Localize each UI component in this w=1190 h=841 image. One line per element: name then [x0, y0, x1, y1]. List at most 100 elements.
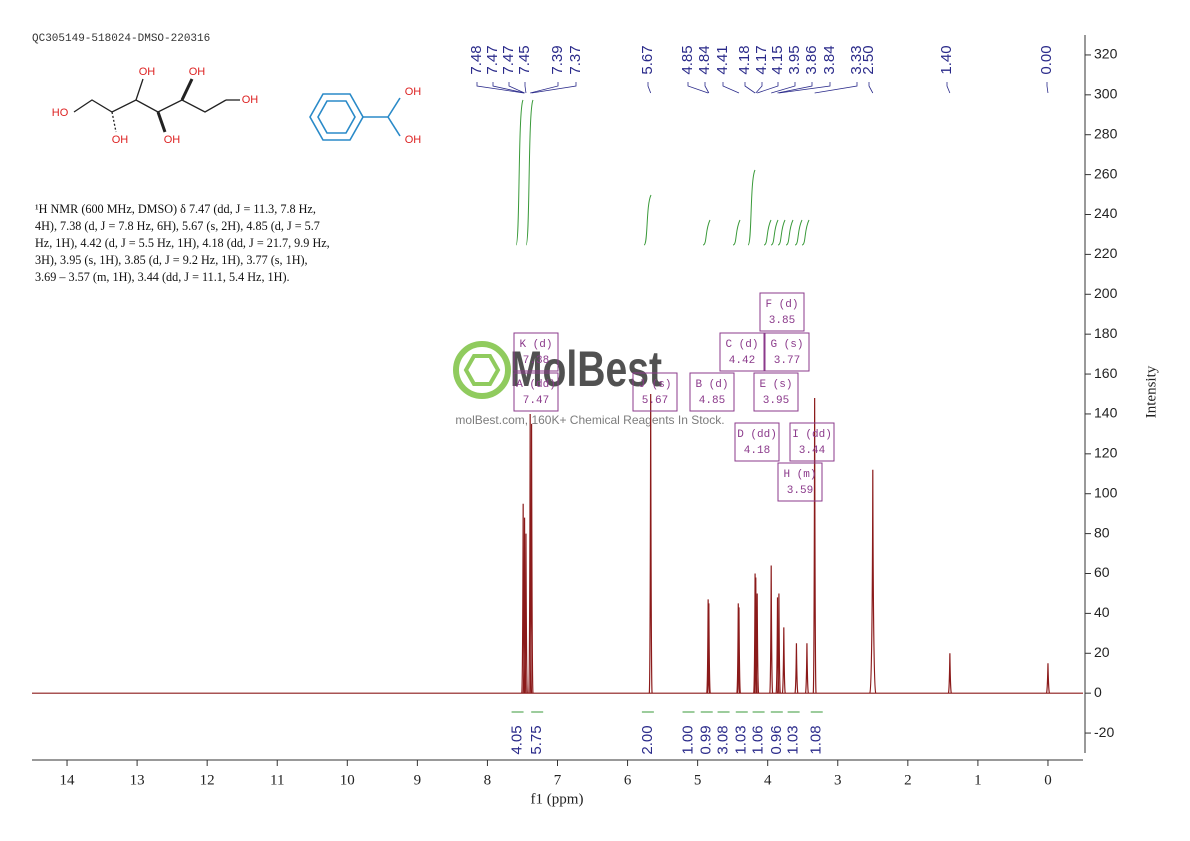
peak-leader	[755, 82, 763, 94]
x-tick-label: 11	[270, 772, 284, 788]
integral-curve	[515, 99, 524, 246]
description-line: 3H), 3.95 (s, 1H), 3.85 (d, J = 9.2 Hz, …	[35, 253, 308, 267]
peak-leader	[722, 82, 740, 94]
y-tick-label: 180	[1094, 325, 1118, 341]
peak-leader	[530, 82, 559, 94]
peak	[869, 469, 877, 694]
peak	[812, 397, 817, 694]
y-tick-label: 100	[1094, 484, 1118, 500]
multiplet-box	[753, 372, 799, 412]
peak-label: 7.48	[468, 45, 485, 74]
integral-curve	[763, 219, 772, 246]
multiplet-shift: 3.77	[774, 355, 800, 367]
y-tick-label: 300	[1094, 86, 1118, 102]
peak-leader	[687, 82, 709, 94]
x-tick-label: 7	[554, 772, 562, 788]
integral-label: 0.99	[698, 725, 715, 754]
structure-2	[309, 93, 401, 141]
peak-leader	[814, 82, 858, 94]
integral-label: 1.03	[733, 725, 750, 754]
integral-curve	[643, 194, 652, 246]
peak-leader	[1046, 82, 1049, 94]
multiplet-name: C (d)	[725, 339, 758, 351]
peak-label: 4.15	[769, 45, 786, 74]
multiplet-box	[632, 372, 678, 412]
y-tick-label: 240	[1094, 205, 1118, 221]
multiplet-name: F (d)	[765, 299, 798, 311]
peak-label: 7.45	[516, 45, 533, 74]
y-tick-label: 60	[1094, 564, 1110, 580]
peak	[706, 603, 711, 694]
peak-leader	[704, 82, 710, 94]
description-line: 3.69 – 3.57 (m, 1H), 3.44 (dd, J = 11.1,…	[35, 270, 290, 284]
peak-leader	[492, 82, 525, 94]
x-tick-label: 1	[974, 772, 982, 788]
y-tick-label: 120	[1094, 445, 1118, 461]
integral-curve	[702, 219, 711, 246]
y-tick-label: 260	[1094, 165, 1118, 181]
multiplet-box	[719, 332, 765, 372]
integral-label: 1.08	[808, 725, 825, 754]
bond	[387, 116, 401, 137]
peak-label: 1.40	[938, 45, 955, 74]
multiplet-name: K (d)	[519, 339, 552, 351]
atom-label: OH	[189, 66, 206, 78]
y-tick-label: 200	[1094, 285, 1118, 301]
x-tick-label: 3	[834, 772, 842, 788]
multiplet-shift: 7.38	[523, 355, 549, 367]
multiplet-box	[789, 422, 835, 462]
peak-label: 5.67	[639, 45, 656, 74]
bond	[135, 78, 144, 101]
integral-curve	[732, 219, 741, 246]
peak-label: 7.39	[549, 45, 566, 74]
peak-leader	[778, 82, 831, 94]
y-tick-label: 140	[1094, 405, 1118, 421]
peak-label: 4.17	[753, 45, 770, 74]
x-tick-label: 14	[60, 772, 76, 788]
multiplet-box	[513, 332, 559, 372]
ring-inner	[317, 100, 356, 134]
multiplet-box	[764, 332, 810, 372]
multiplet-name: E (s)	[759, 379, 792, 391]
x-tick-label: 2	[904, 772, 912, 788]
peak-label: 0.00	[1038, 45, 1055, 74]
integral-label: 2.00	[639, 725, 656, 754]
peak-leader	[508, 82, 525, 94]
sample-id: QC305149-518024-DMSO-220316	[32, 33, 210, 45]
x-tick-label: 0	[1044, 772, 1052, 788]
peak	[755, 593, 760, 694]
multiplet-shift: 3.85	[769, 315, 795, 327]
peak	[1045, 663, 1050, 694]
chain-bonds	[73, 99, 227, 113]
bond	[180, 78, 194, 101]
integral-label: 1.00	[679, 725, 696, 754]
integral-curve	[770, 219, 779, 246]
peak-label: 3.95	[786, 45, 803, 74]
peak	[947, 653, 952, 694]
x-tick-label: 12	[200, 772, 215, 788]
y-axis-label: Intensity	[1143, 365, 1159, 418]
multiplet-box	[734, 422, 780, 462]
peak	[776, 593, 781, 694]
x-axis-label: f1 (ppm)	[531, 791, 584, 807]
bond	[363, 97, 401, 118]
y-tick-label: 320	[1094, 46, 1118, 62]
integral-label: 1.06	[750, 725, 767, 754]
integral-label: 3.08	[715, 725, 732, 754]
multiplet-shift: 4.85	[699, 395, 725, 407]
x-tick-label: 13	[130, 772, 145, 788]
multiplet-box	[513, 372, 559, 412]
peak-label: 4.41	[714, 45, 731, 74]
integral-label: 4.05	[509, 725, 526, 754]
peak-leader	[744, 82, 756, 94]
multiplet-box	[689, 372, 735, 412]
peak-leader	[476, 82, 524, 94]
y-tick-label: 80	[1094, 524, 1110, 540]
peak	[529, 423, 534, 694]
atom-label: OH	[242, 94, 259, 106]
y-tick-label: 20	[1094, 644, 1110, 660]
watermark-text: MolBest	[510, 341, 662, 397]
atom-label: OH	[139, 66, 156, 78]
watermark: MolBest molBest.com, 160K+ Chemical Reag…	[453, 341, 725, 427]
bond	[156, 111, 167, 133]
